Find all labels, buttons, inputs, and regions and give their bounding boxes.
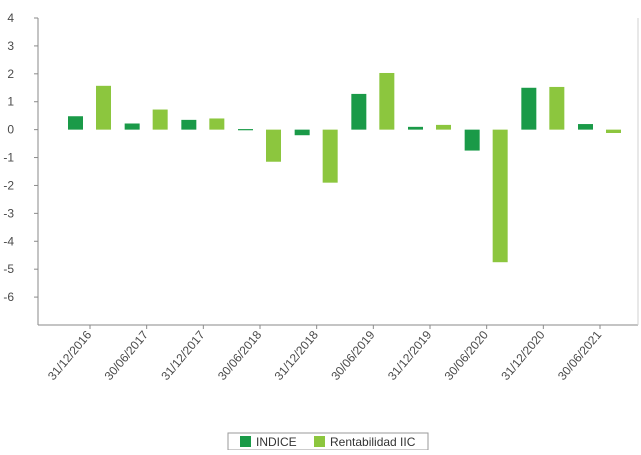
bar-rentabilidad-iic [606,129,621,133]
y-tick-label: -3 [3,206,14,220]
legend-label: INDICE [256,435,297,449]
bar-indice [464,129,480,151]
legend: INDICE Rentabilidad IIC [227,432,429,451]
y-tick-label: -6 [3,290,14,304]
y-tick-label: -1 [3,151,14,165]
x-axis: 31/12/2016 30/06/2017 31/12/2017 30/06/2018… [45,325,605,383]
bar-indice [68,116,83,130]
bar-indice [351,93,367,130]
bar-indice [408,126,423,130]
bar-rentabilidad-iic [152,109,168,130]
bar-rentabilidad-iic [96,85,111,130]
legend-swatch [240,436,251,447]
y-axis: 4 3 2 1 0 -1 -2 -3 -4 -5 -6 [3,11,38,304]
x-tick-label: 31/12/2019 [385,328,435,383]
bar-indice [181,119,197,130]
bar-rentabilidad-iic [322,129,338,183]
x-tick-label: 31/12/2018 [272,328,322,383]
bar-rentabilidad-iic [436,124,451,130]
legend-label: Rentabilidad IIC [330,435,416,449]
bar-indice [294,129,310,136]
bar-indice [521,87,537,130]
x-tick-label: 30/06/2021 [555,328,605,383]
y-tick-label: -5 [3,262,14,276]
bar-indice [124,123,140,130]
bars [68,72,621,263]
bar-rentabilidad-iic [492,129,508,263]
x-tick-label: 30/06/2020 [442,328,492,383]
y-tick-label: 0 [7,123,14,137]
y-tick-label: -2 [3,178,14,192]
y-tick-label: 2 [7,67,14,81]
y-tick-label: -4 [3,234,14,248]
bar-rentabilidad-iic [379,72,395,130]
x-tick-label: 30/06/2018 [215,328,265,383]
legend-swatch [314,436,325,447]
bar-indice [578,124,593,130]
y-tick-label: 3 [7,39,14,53]
bar-rentabilidad-iic [549,86,565,130]
x-tick-label: 31/12/2020 [498,328,548,383]
x-tick-label: 31/12/2017 [158,328,208,383]
bar-indice [238,129,253,131]
y-tick-label: 1 [7,95,14,109]
y-tick-label: 4 [7,11,14,25]
bar-rentabilidad-iic [266,129,281,162]
plot-area [37,18,639,326]
bar-rentabilidad-iic [209,118,225,130]
x-tick-label: 31/12/2016 [45,328,95,383]
x-tick-label: 30/06/2019 [328,328,378,383]
x-tick-label: 30/06/2017 [102,328,152,383]
